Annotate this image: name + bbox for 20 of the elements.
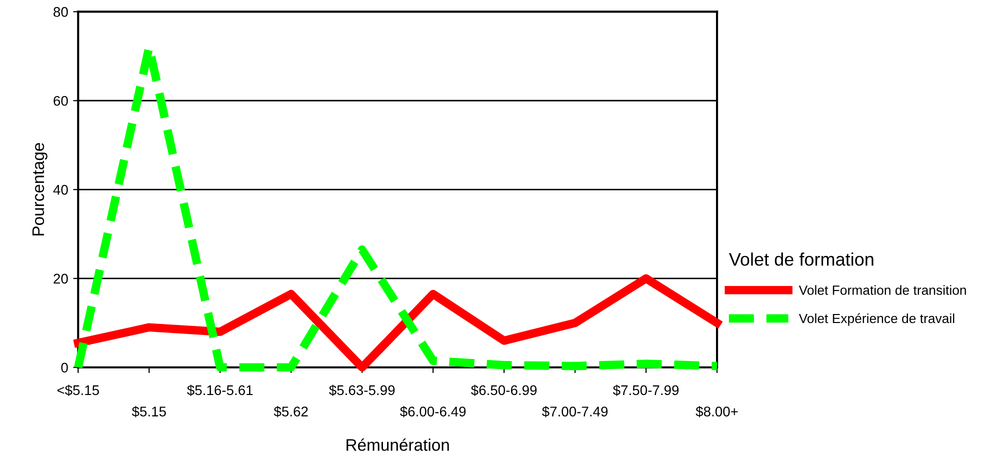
y-tick-label: 80 [54,7,68,17]
y-tick-label: 20 [54,274,68,284]
x-axis-title: Rémunération [346,438,449,451]
y-tick-label: 40 [53,184,68,195]
y-tick-label: 60 [54,96,68,106]
x-tick-label: $5.15 [132,406,166,418]
y-axis-title: Pourcentage [32,143,48,236]
x-tick-label: $6.50-6.99 [471,384,537,396]
x-tick-label: $5.16-5.61 [187,384,253,396]
legend-label: Volet Expérience de travail [798,313,954,326]
x-tick-label: $5.62 [274,406,308,418]
x-tick-label: $8.00+ [696,406,738,418]
x-tick-label: $6.00-6.49 [400,406,466,418]
y-tick-label: 0 [61,362,68,373]
x-tick-label: $7.50-7.99 [612,384,679,396]
legend-title: Volet de formation [728,252,874,266]
x-tick-label: <$5.15 [57,384,99,396]
legend-label: Volet Formation de transition [798,285,966,295]
x-tick-label: $7.00-7.49 [542,406,608,418]
x-tick-label: $5.63-5.99 [329,384,395,396]
